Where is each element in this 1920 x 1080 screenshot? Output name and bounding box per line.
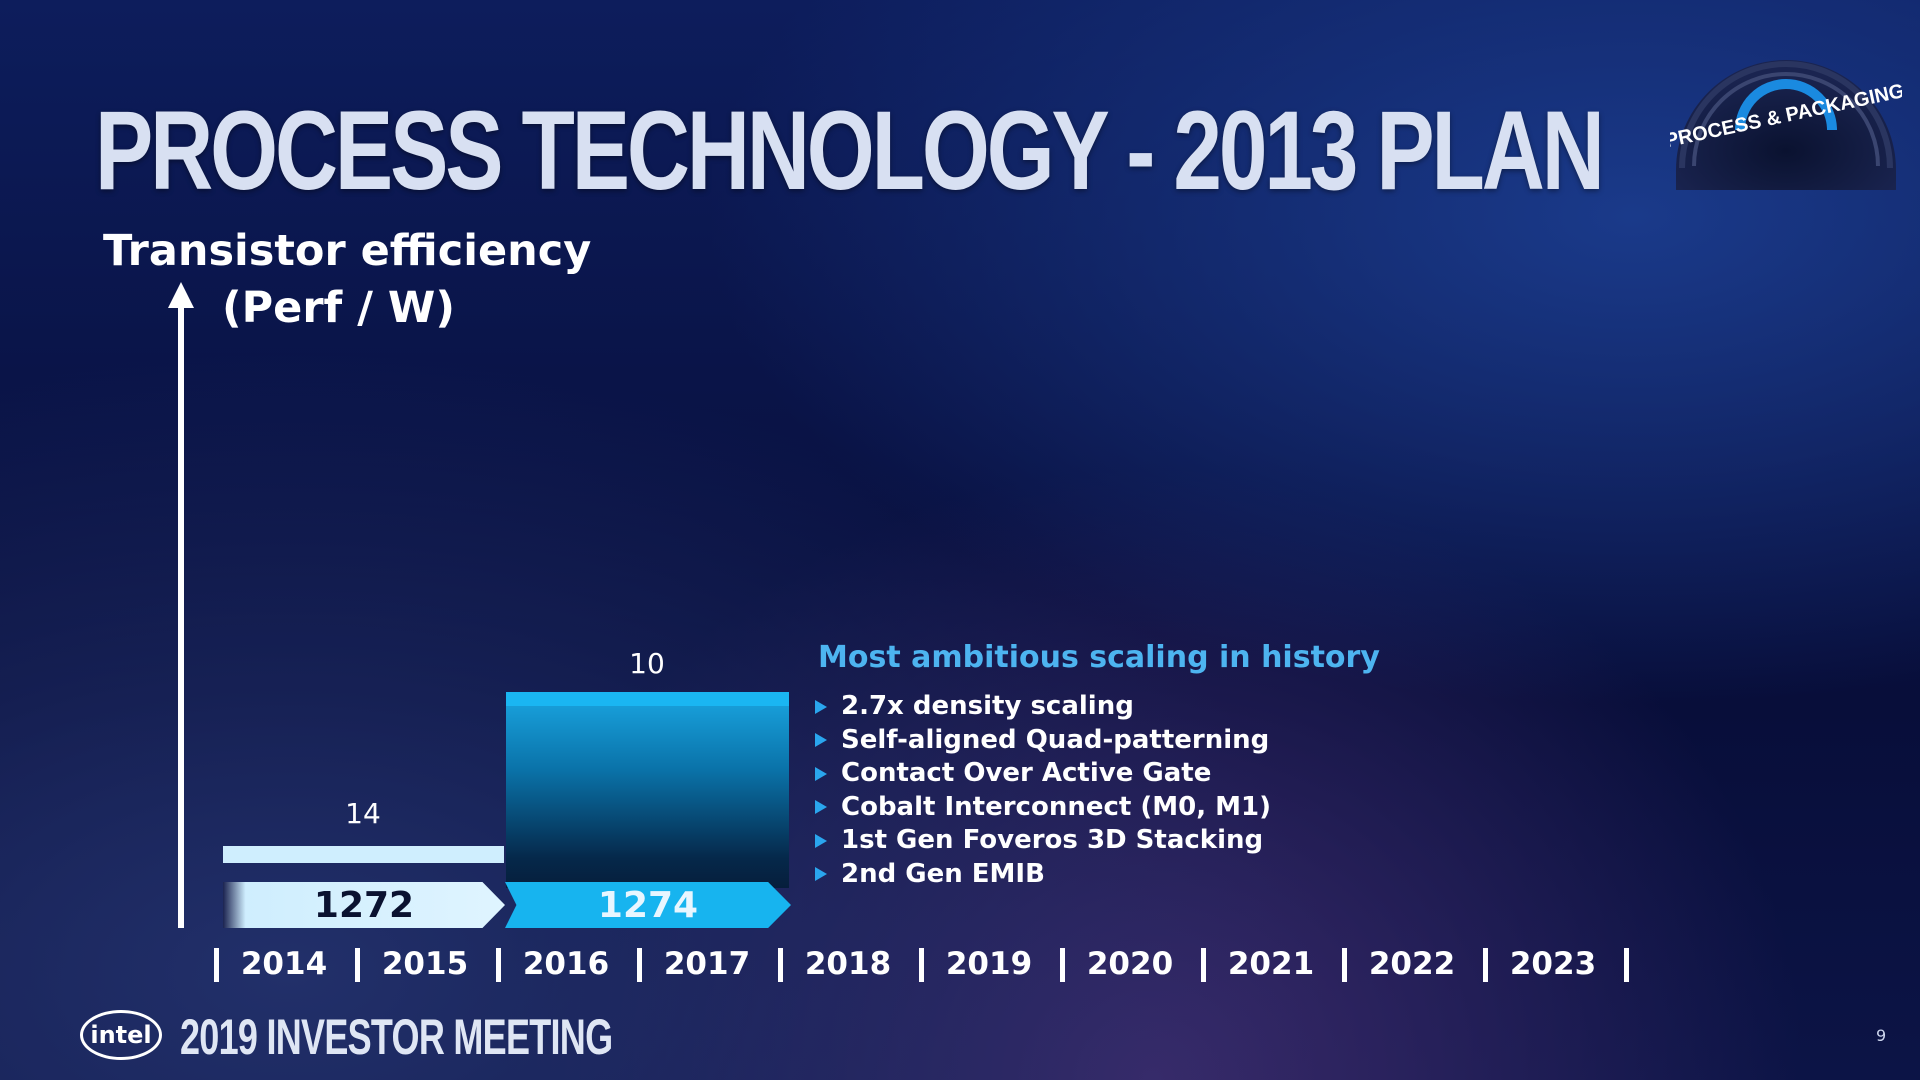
slide-number: 9: [1876, 1026, 1887, 1045]
process-label-1272: 1272: [313, 884, 415, 926]
process-arrow-1272: 1272: [223, 882, 505, 928]
timeline-separator: [355, 948, 360, 982]
year-tick-label: 2022: [1368, 946, 1456, 982]
timeline-separator: [1624, 948, 1629, 982]
timeline-separator: [496, 948, 501, 982]
triangle-bullet-icon: [815, 699, 827, 714]
y-axis-line: [178, 300, 184, 928]
year-tick-label: 2020: [1086, 946, 1174, 982]
feature-bullet-list: 2.7x density scaling Self-aligned Quad-p…: [815, 690, 1271, 891]
timeline-separator: [1201, 948, 1206, 982]
y-axis-arrowhead: [168, 282, 194, 308]
event-title: 2019 INVESTOR MEETING: [180, 1009, 613, 1065]
year-tick-label: 2014: [240, 946, 328, 982]
slide-title: PROCESS TECHNOLOGY - 2013 PLAN: [95, 88, 1605, 213]
bullet-item: Cobalt Interconnect (M0, M1): [815, 791, 1271, 825]
bar-node-14: [223, 846, 504, 863]
timeline-separator: [1483, 948, 1488, 982]
triangle-bullet-icon: [815, 733, 827, 748]
triangle-bullet-icon: [815, 867, 827, 882]
bar-node-10: [506, 692, 789, 888]
y-axis-label-line2: (Perf / W): [222, 283, 455, 333]
bullet-item: 2nd Gen EMIB: [815, 858, 1271, 892]
process-arrow-1274: 1274: [505, 882, 791, 928]
process-label-1274: 1274: [597, 884, 699, 926]
year-tick-label: 2016: [522, 946, 610, 982]
timeline-separator: [1060, 948, 1065, 982]
year-tick-label: 2017: [663, 946, 751, 982]
bullet-item: Contact Over Active Gate: [815, 757, 1271, 791]
intel-logo: intel: [80, 1010, 162, 1060]
node-label-10: 10: [629, 647, 665, 680]
timeline-separator: [1342, 948, 1347, 982]
bar-node-10-top-edge: [506, 692, 789, 706]
process-packaging-badge: PROCESS & PACKAGING: [1670, 60, 1902, 190]
year-tick-label: 2023: [1509, 946, 1597, 982]
year-tick-label: 2018: [804, 946, 892, 982]
bullets-heading: Most ambitious scaling in history: [818, 640, 1380, 675]
timeline-separator: [919, 948, 924, 982]
year-tick-label: 2019: [945, 946, 1033, 982]
y-axis-label-line1: Transistor efficiency: [103, 226, 592, 276]
bullet-item: 1st Gen Foveros 3D Stacking: [815, 824, 1271, 858]
year-tick-label: 2021: [1227, 946, 1315, 982]
triangle-bullet-icon: [815, 833, 827, 848]
timeline-separator: [778, 948, 783, 982]
timeline-separator: [637, 948, 642, 982]
year-tick-label: 2015: [381, 946, 469, 982]
bullet-item: Self-aligned Quad-patterning: [815, 724, 1271, 758]
triangle-bullet-icon: [815, 766, 827, 781]
node-label-14: 14: [345, 797, 381, 830]
triangle-bullet-icon: [815, 800, 827, 815]
timeline-separator: [214, 948, 219, 982]
bullet-item: 2.7x density scaling: [815, 690, 1271, 724]
